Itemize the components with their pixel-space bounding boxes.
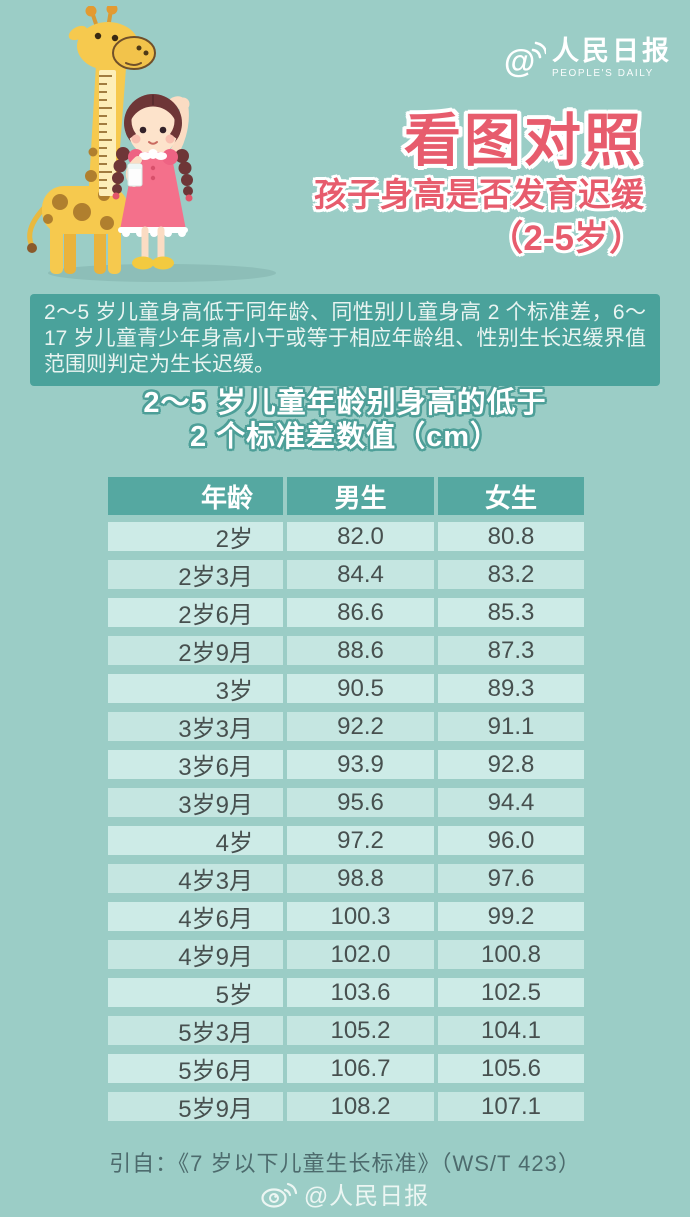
column-header-girls: 女生 bbox=[438, 477, 584, 515]
boys-height-cell: 86.6 bbox=[287, 598, 434, 627]
age-cell: 5岁 bbox=[108, 978, 283, 1009]
girls-height-cell: 105.6 bbox=[438, 1054, 584, 1083]
boys-height-cell: 100.3 bbox=[287, 902, 434, 931]
age-cell: 5岁6月 bbox=[108, 1054, 283, 1085]
svg-text:@: @ bbox=[504, 43, 535, 79]
table-row: 3岁 90.5 89.3 bbox=[108, 674, 584, 705]
table-row: 5岁 103.6 102.5 bbox=[108, 978, 584, 1009]
weibo-at-icon: @ bbox=[504, 41, 546, 79]
boys-height-cell: 102.0 bbox=[287, 940, 434, 969]
table-title-line2: 2 个标准差数值（cm） bbox=[189, 421, 501, 453]
age-cell: 3岁 bbox=[108, 674, 283, 705]
table-header-row: 年龄 男生 女生 bbox=[108, 477, 584, 515]
table-row: 3岁3月 92.2 91.1 bbox=[108, 712, 584, 743]
peoples-daily-logo: @ 人民日报 PEOPLE'S DAILY bbox=[502, 36, 672, 80]
table-row: 3岁6月 93.9 92.8 bbox=[108, 750, 584, 781]
age-cell: 2岁 bbox=[108, 522, 283, 553]
age-cell: 5岁9月 bbox=[108, 1092, 283, 1123]
boys-height-cell: 84.4 bbox=[287, 560, 434, 589]
giraffe-girl-illustration bbox=[27, 6, 276, 282]
age-cell: 4岁9月 bbox=[108, 940, 283, 971]
column-header-boys: 男生 bbox=[287, 477, 434, 515]
table-row: 2岁3月 84.4 83.2 bbox=[108, 560, 584, 591]
girls-height-cell: 85.3 bbox=[438, 598, 584, 627]
age-cell: 4岁6月 bbox=[108, 902, 283, 933]
age-cell: 3岁6月 bbox=[108, 750, 283, 781]
boys-height-cell: 106.7 bbox=[287, 1054, 434, 1083]
girls-height-cell: 99.2 bbox=[438, 902, 584, 931]
girls-height-cell: 102.5 bbox=[438, 978, 584, 1007]
girls-height-cell: 80.8 bbox=[438, 522, 584, 551]
girls-height-cell: 83.2 bbox=[438, 560, 584, 589]
table-row: 5岁3月 105.2 104.1 bbox=[108, 1016, 584, 1047]
girls-height-cell: 100.8 bbox=[438, 940, 584, 969]
boys-height-cell: 103.6 bbox=[287, 978, 434, 1007]
column-header-age: 年龄 bbox=[108, 477, 283, 515]
age-cell: 2岁3月 bbox=[108, 560, 283, 591]
boys-height-cell: 97.2 bbox=[287, 826, 434, 855]
girls-height-cell: 104.1 bbox=[438, 1016, 584, 1045]
table-row: 2岁6月 86.6 85.3 bbox=[108, 598, 584, 629]
age-cell: 2岁6月 bbox=[108, 598, 283, 629]
table-row: 5岁9月 108.2 107.1 bbox=[108, 1092, 584, 1123]
boys-height-cell: 92.2 bbox=[287, 712, 434, 741]
ruler-strip bbox=[99, 70, 116, 196]
boys-height-cell: 82.0 bbox=[287, 522, 434, 551]
table-row: 4岁6月 100.3 99.2 bbox=[108, 902, 584, 933]
girls-height-cell: 92.8 bbox=[438, 750, 584, 779]
age-cell: 4岁 bbox=[108, 826, 283, 857]
girls-height-cell: 96.0 bbox=[438, 826, 584, 855]
table-row: 2岁9月 88.6 87.3 bbox=[108, 636, 584, 667]
girls-height-cell: 91.1 bbox=[438, 712, 584, 741]
girls-height-cell: 94.4 bbox=[438, 788, 584, 817]
logo-text-en: PEOPLE'S DAILY bbox=[552, 67, 654, 79]
source-citation: 引自：《7 岁以下儿童生长标准》（WS/T 423） bbox=[109, 1151, 581, 1176]
boys-height-cell: 105.2 bbox=[287, 1016, 434, 1045]
table-row: 4岁9月 102.0 100.8 bbox=[108, 940, 584, 971]
headline-block: 看图对照 孩子身高是否发育迟缓 （2-5岁） bbox=[314, 110, 644, 260]
table-row: 5岁6月 106.7 105.6 bbox=[108, 1054, 584, 1085]
table-title-line1: 2～5 岁儿童年龄别身高的低于 bbox=[143, 387, 547, 419]
boys-height-cell: 108.2 bbox=[287, 1092, 434, 1121]
weibo-handle: @人民日报 bbox=[303, 1183, 430, 1210]
girl-illustration bbox=[112, 94, 193, 270]
girls-height-cell: 89.3 bbox=[438, 674, 584, 703]
girls-height-cell: 107.1 bbox=[438, 1092, 584, 1121]
age-cell: 3岁9月 bbox=[108, 788, 283, 819]
boys-height-cell: 88.6 bbox=[287, 636, 434, 665]
girls-height-cell: 87.3 bbox=[438, 636, 584, 665]
table-title: 2～5 岁儿童年龄别身高的低于 2 个标准差数值（cm） bbox=[0, 386, 690, 454]
logo-text-cn: 人民日报 bbox=[552, 35, 672, 66]
table-row: 4岁 97.2 96.0 bbox=[108, 826, 584, 857]
main-subtitle: 孩子身高是否发育迟缓 bbox=[314, 176, 644, 213]
height-standards-table: 年龄 男生 女生 2岁 82.0 80.8 2岁3月 84.4 83.2 2岁6月 86.6 8… bbox=[108, 477, 584, 1123]
table-row: 2岁 82.0 80.8 bbox=[108, 522, 584, 553]
boys-height-cell: 98.8 bbox=[287, 864, 434, 893]
age-cell: 4岁3月 bbox=[108, 864, 283, 895]
boys-height-cell: 93.9 bbox=[287, 750, 434, 779]
weibo-icon bbox=[261, 1182, 297, 1208]
table-body: 2岁 82.0 80.8 2岁3月 84.4 83.2 2岁6月 86.6 85.3 2岁9月 88… bbox=[108, 522, 584, 1123]
boys-height-cell: 95.6 bbox=[287, 788, 434, 817]
boys-height-cell: 90.5 bbox=[287, 674, 434, 703]
main-title: 看图对照 bbox=[404, 109, 644, 173]
table-row: 3岁9月 95.6 94.4 bbox=[108, 788, 584, 819]
weibo-handle-line: @人民日报 bbox=[0, 1176, 690, 1211]
definition-note: 2～5 岁儿童身高低于同年龄、同性别儿童身高 2 个标准差，6～17 岁儿童青少… bbox=[30, 294, 660, 386]
age-cell: 2岁9月 bbox=[108, 636, 283, 667]
table-row: 4岁3月 98.8 97.6 bbox=[108, 864, 584, 895]
age-cell: 3岁3月 bbox=[108, 712, 283, 743]
girls-height-cell: 97.6 bbox=[438, 864, 584, 893]
age-cell: 5岁3月 bbox=[108, 1016, 283, 1047]
age-range-label: （2-5岁） bbox=[488, 219, 644, 258]
giraffe-illustration bbox=[27, 6, 156, 274]
